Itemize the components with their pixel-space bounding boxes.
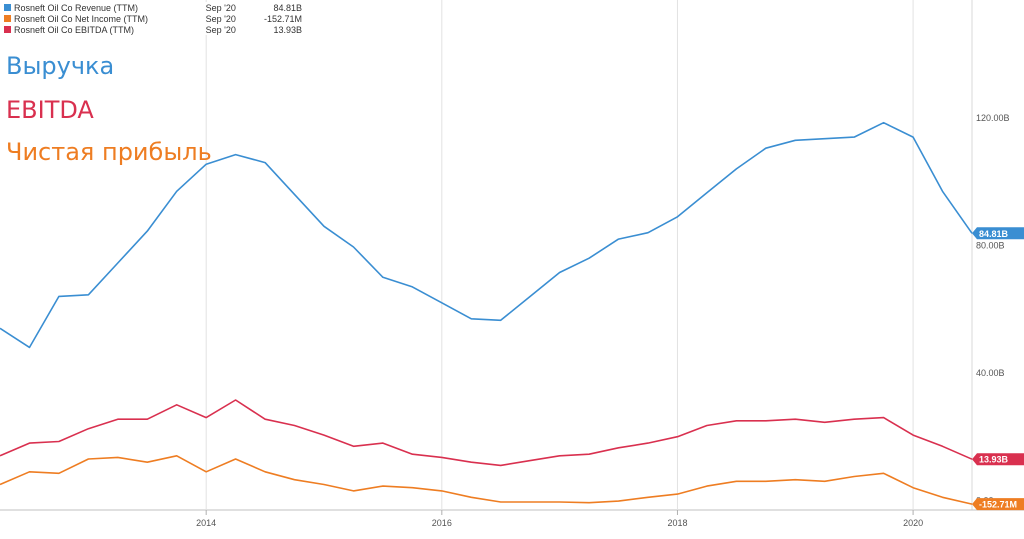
- series-line-net-income: [0, 454, 973, 505]
- legend-name-revenue: Rosneft Oil Co Revenue (TTM): [14, 2, 139, 13]
- legend-value-net-income: -152.71M: [263, 13, 302, 24]
- end-value-label-ebitda: 13.93B: [979, 455, 1009, 465]
- end-value-label-net-income: -152.71M: [979, 500, 1017, 510]
- end-value-tag-ebitda: [972, 453, 1024, 466]
- tick-label-x-2014: 2014: [196, 518, 216, 528]
- legend-date-net-income: Sep '20: [205, 13, 236, 24]
- end-value-tag-revenue: [972, 227, 1024, 240]
- tick-label-y-40.00B: 40.00B: [976, 368, 1005, 378]
- annotation-ebitda: EBITDA: [6, 96, 94, 124]
- tick-label-x-2016: 2016: [432, 518, 452, 528]
- legend-swatch-net-income: [4, 15, 11, 22]
- legend-swatch-revenue: [4, 4, 11, 11]
- series-line-ebitda: [0, 399, 973, 467]
- tick-label-x-2018: 2018: [667, 518, 687, 528]
- legend-date-revenue: Sep '20: [205, 2, 236, 13]
- legend-date-ebitda: Sep '20: [205, 24, 236, 35]
- legend-name-ebitda: Rosneft Oil Co EBITDA (TTM): [14, 24, 135, 35]
- legend: Rosneft Oil Co Revenue (TTM) Sep '20 84.…: [2, 2, 302, 35]
- annotation-revenue: Выручка: [6, 52, 115, 80]
- end-value-label-revenue: 84.81B: [979, 229, 1009, 239]
- legend-swatch-ebitda: [4, 26, 11, 33]
- legend-row-revenue: Rosneft Oil Co Revenue (TTM) Sep '20 84.…: [2, 2, 302, 13]
- end-value-tag-net-income: [972, 498, 1024, 511]
- tick-label-y-120.00B: 120.00B: [976, 113, 1010, 123]
- legend-value-revenue: 84.81B: [273, 2, 302, 13]
- series-line-revenue: [0, 121, 973, 349]
- legend-row-net-income: Rosneft Oil Co Net Income (TTM) Sep '20 …: [2, 13, 302, 24]
- annotation-net-income: Чистая прибыль: [6, 138, 212, 166]
- legend-value-ebitda: 13.93B: [273, 24, 302, 35]
- legend-name-net-income: Rosneft Oil Co Net Income (TTM): [14, 13, 149, 24]
- tick-label-y-80.00B: 80.00B: [976, 241, 1005, 251]
- tick-label-x-2020: 2020: [903, 518, 923, 528]
- legend-row-ebitda: Rosneft Oil Co EBITDA (TTM) Sep '20 13.9…: [2, 24, 302, 35]
